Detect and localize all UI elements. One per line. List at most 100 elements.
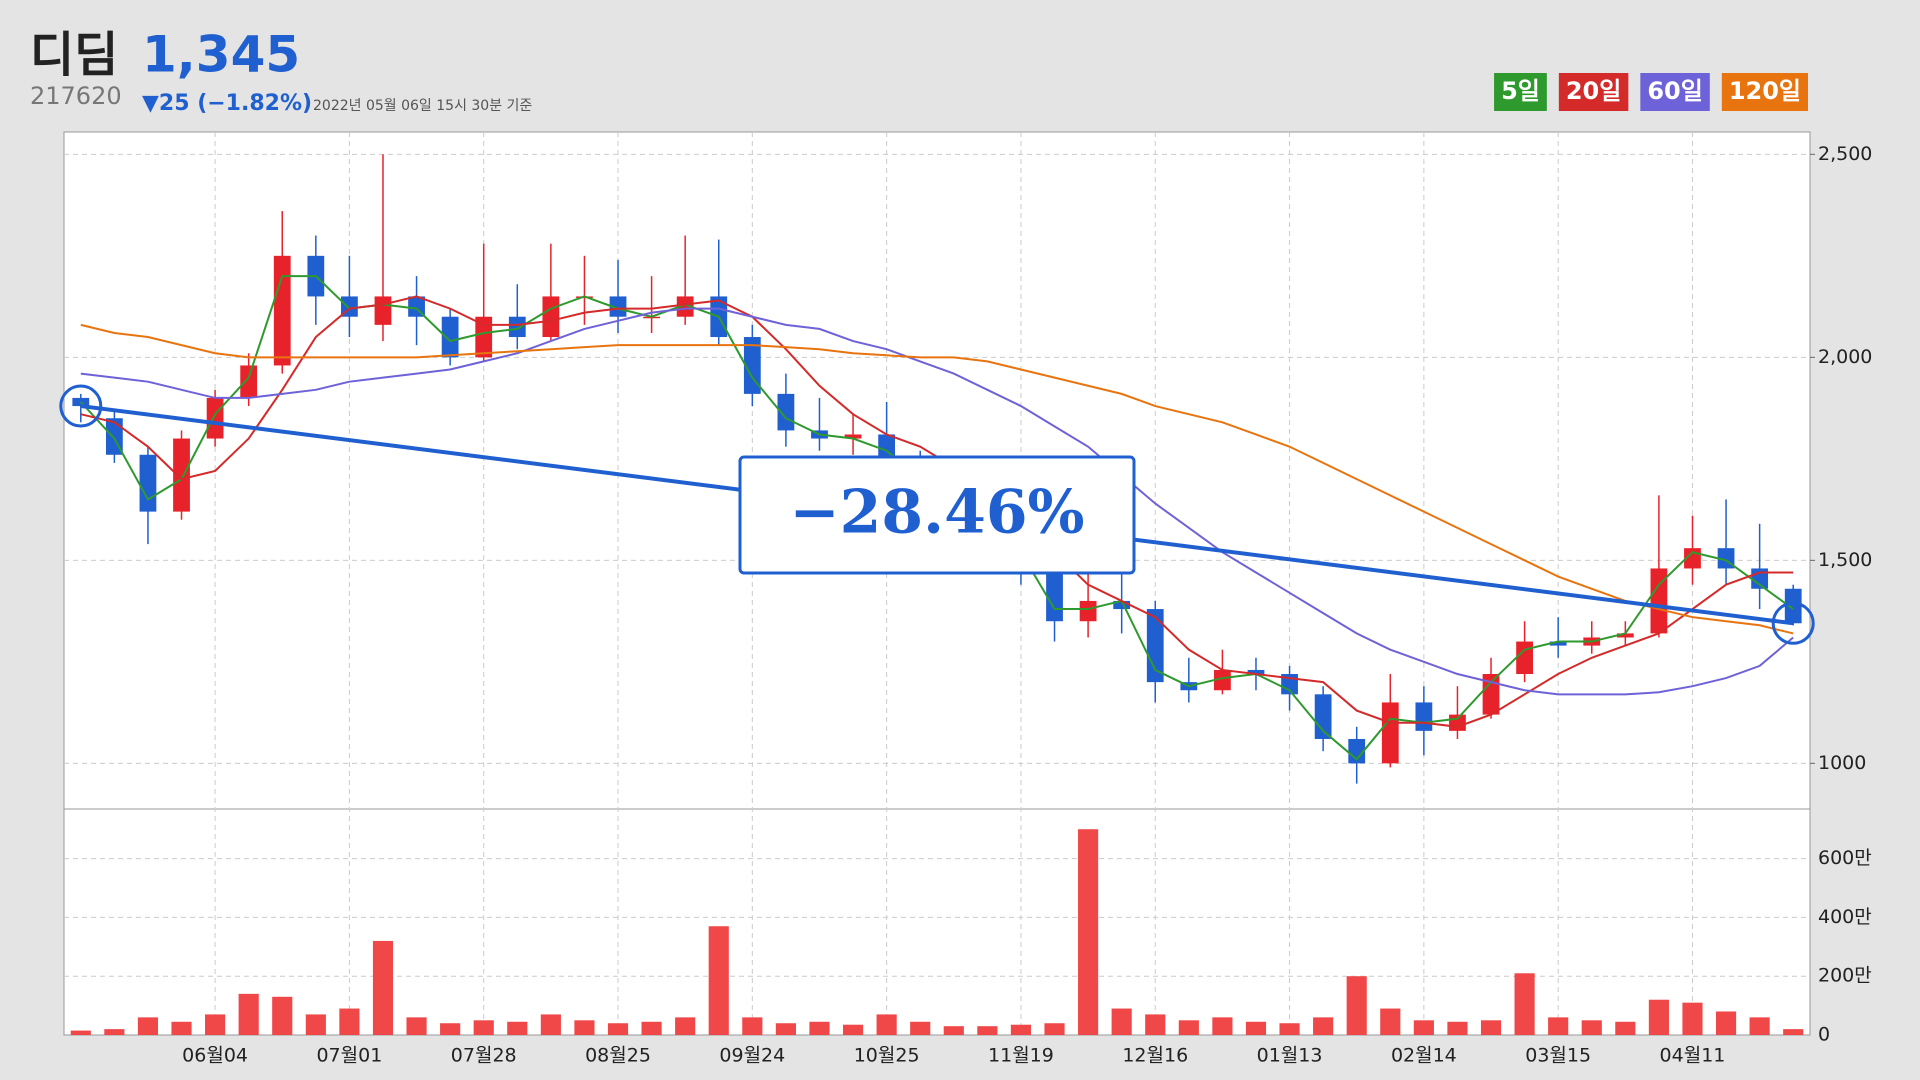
candle-body [1046, 560, 1063, 622]
volume-bar [339, 1008, 360, 1035]
volume-bar [1514, 973, 1535, 1035]
candle-body [1784, 588, 1802, 624]
volume-bar [540, 1014, 561, 1035]
candle-body [1516, 641, 1533, 675]
candle-body [1650, 568, 1668, 634]
volume-bar [1749, 1017, 1770, 1035]
volume-bar [1548, 1017, 1569, 1035]
x-tick-label: 12월16 [1122, 1045, 1188, 1067]
volume-bar [1111, 1008, 1132, 1035]
candle-body [1314, 694, 1332, 739]
candle-body [676, 296, 694, 317]
candle-body [1381, 702, 1399, 764]
candle-body [240, 365, 258, 398]
volume-bar [775, 1023, 796, 1035]
volume-bar [440, 1023, 461, 1035]
candle-body [273, 255, 291, 366]
x-tick-label: 09월24 [719, 1045, 785, 1067]
annotation-box [738, 455, 1136, 575]
plot: 1000 1,500 2,000 2,500 0 200만 400만 600만 06월04 07월… [59, 132, 1872, 1067]
candle-body [542, 296, 560, 338]
y-tick-label: 1,500 [1818, 549, 1872, 571]
volume-bar [1581, 1020, 1602, 1035]
x-tick-label: 07월01 [316, 1045, 382, 1067]
volume-bar [272, 996, 293, 1035]
volume-bar [70, 1030, 91, 1035]
volume-bar [1480, 1020, 1502, 1035]
volume-bar [1145, 1014, 1166, 1035]
legend-swatch [1721, 73, 1808, 111]
legend-label: 5일 [1501, 77, 1540, 105]
y-tick-label: 2,500 [1818, 143, 1872, 165]
volume-bar [1313, 1017, 1334, 1035]
volume-bar [171, 1021, 192, 1035]
volume-bar [1715, 1011, 1737, 1035]
volume-bar [1245, 1021, 1267, 1035]
volume-bar [372, 940, 394, 1035]
candle-body [1146, 609, 1164, 683]
x-tick-label: 01월13 [1257, 1045, 1323, 1067]
volume-bar [205, 1014, 226, 1035]
volume-bar [1380, 1008, 1401, 1035]
end-marker [1771, 601, 1815, 645]
candle-body [441, 316, 459, 358]
x-tick-label: 10월25 [854, 1045, 920, 1067]
volume-bar [1078, 829, 1099, 1035]
y-tick-label: 2,000 [1818, 346, 1872, 368]
volume-bar [137, 1017, 159, 1035]
volume-bar [1413, 1020, 1434, 1035]
legend-swatch [1558, 73, 1629, 111]
legend-label: 120일 [1729, 77, 1801, 105]
timestamp: 2022년 05월 06일 15시 30분 기준 [313, 98, 532, 114]
candle-body [844, 434, 862, 439]
volume-bar [1615, 1021, 1636, 1035]
stock-name: 디딤 [30, 27, 118, 83]
candle-body [1214, 669, 1231, 691]
y-tick-label: 600만 [1818, 847, 1872, 869]
volume-bar [943, 1026, 964, 1035]
volume-bar [910, 1021, 931, 1035]
annotation-text: −28.46% [789, 478, 1084, 548]
legend-label: 20일 [1566, 77, 1621, 105]
y-tick-label: 1000 [1818, 752, 1866, 774]
candle-body [206, 397, 224, 439]
volume-bar [742, 1017, 763, 1035]
candle-body [1415, 702, 1433, 731]
candle-body [1247, 669, 1265, 675]
candle-body [508, 316, 526, 338]
volume-bar [1447, 1021, 1468, 1035]
legend-swatch [1494, 73, 1547, 111]
x-tick-label: 06월04 [182, 1045, 248, 1067]
volume-bar [507, 1021, 528, 1035]
candle-body [878, 434, 896, 459]
volume-bar [1044, 1023, 1065, 1035]
candle-body [609, 296, 627, 317]
volume-bar [708, 926, 729, 1035]
volume-bar [238, 993, 259, 1035]
volume-bar [809, 1021, 830, 1035]
ma-line [80, 323, 1794, 635]
stock-price: 1,345 [142, 26, 300, 84]
volume-bar [1648, 999, 1669, 1035]
volume-bar [574, 1020, 595, 1035]
plot-area [63, 131, 1811, 1036]
volume-bar [305, 1014, 326, 1035]
volume-bar [406, 1017, 427, 1035]
volume-bar [1783, 1029, 1804, 1035]
stock-code: 217620 [30, 82, 122, 110]
candle-body [374, 296, 392, 325]
legend: 120일 60일 20일 5일 [1494, 73, 1808, 111]
x-tick-label: 02월14 [1391, 1045, 1457, 1067]
candle-body [1079, 600, 1097, 622]
volume-bar [1346, 976, 1367, 1035]
volume-bar [1279, 1023, 1300, 1035]
volume-bar [977, 1026, 998, 1035]
ma-line [80, 307, 1794, 696]
volume-bar [607, 1023, 629, 1035]
x-tick-label: 03월15 [1525, 1045, 1591, 1067]
volume-bar [675, 1017, 696, 1035]
volume-bar [1178, 1020, 1199, 1035]
volume-bar [641, 1021, 662, 1035]
